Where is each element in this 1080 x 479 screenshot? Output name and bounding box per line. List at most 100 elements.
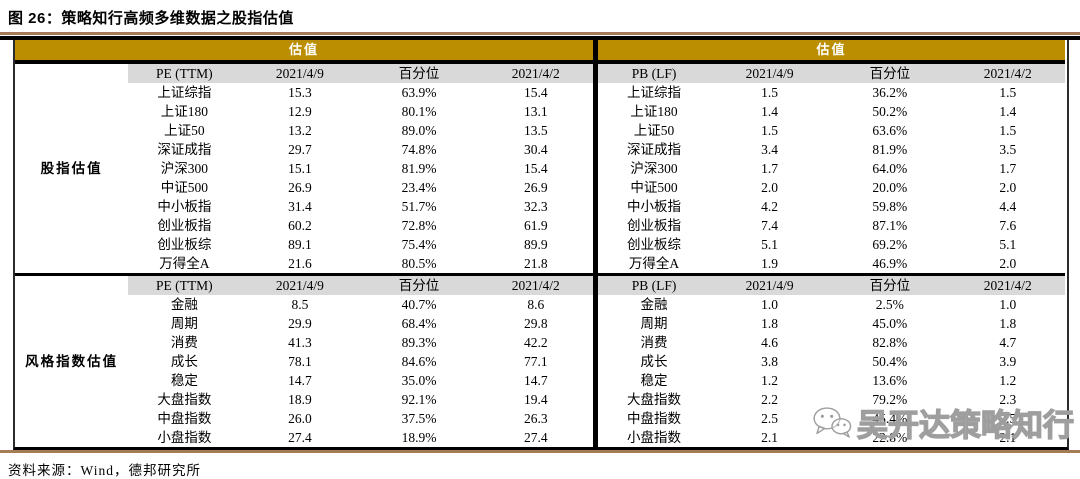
table-row: 沪深300 15.1 81.9% 15.4 <box>15 159 593 178</box>
column-header: PB (LF) <box>598 64 711 83</box>
row-name: 创业板指 <box>627 218 682 233</box>
row-name: 消费 <box>170 335 198 350</box>
value-cell: 27.4 <box>523 430 548 445</box>
row-name: 中证500 <box>630 180 678 195</box>
table-row: 中盘指数 26.0 37.5% 26.3 <box>15 409 593 428</box>
value-cell: 81.9% <box>401 161 437 176</box>
table-row: 金融 1.0 2.5% 1.0 <box>598 295 1065 314</box>
row-name: 沪深300 <box>630 161 678 176</box>
value-cell: 2.0 <box>999 180 1017 195</box>
row-name: 中盘指数 <box>157 411 212 426</box>
table-row: 成长 3.8 50.4% 3.9 <box>598 352 1065 371</box>
value-cell: 87.1% <box>872 218 908 233</box>
table-row: 上证180 12.9 80.1% 13.1 <box>15 102 593 121</box>
value-cell: 35.0% <box>401 373 437 388</box>
value-cell: 92.1% <box>401 392 437 407</box>
value-cell: 26.3 <box>523 411 548 426</box>
value-cell: 40.7% <box>401 297 437 312</box>
row-name: 万得全A <box>628 256 680 271</box>
row-name: 沪深300 <box>160 161 208 176</box>
table-row: 大盘指数 2.2 79.2% 2.3 <box>598 390 1065 409</box>
value-cell: 32.3 <box>523 199 548 214</box>
row-name: 大盘指数 <box>157 392 212 407</box>
group-label: 风格指数估值 <box>15 273 129 447</box>
value-cell: 13.1 <box>523 104 548 119</box>
row-name: 深证成指 <box>157 142 212 157</box>
value-cell: 26.9 <box>288 180 312 195</box>
column-header-row: 风格指数估值 PE (TTM) 2021/4/9 百分位 2021/4/2 <box>15 273 593 447</box>
figure-title: 图 26：策略知行高频多维数据之股指估值 <box>8 10 294 27</box>
value-cell: 36.2% <box>872 85 908 100</box>
value-cell: 77.1 <box>523 354 548 369</box>
value-cell: 23.4% <box>401 180 437 195</box>
value-cell: 89.0% <box>401 123 437 138</box>
value-cell: 1.5 <box>761 123 779 138</box>
top-rule-black <box>0 36 1080 40</box>
table-row: 上证50 13.2 89.0% 13.5 <box>15 121 593 140</box>
value-cell: 74.8% <box>401 142 437 157</box>
value-cell: 2.3 <box>999 392 1017 407</box>
value-cell: 7.4 <box>761 218 779 233</box>
value-cell: 42.2 <box>523 335 548 350</box>
value-cell: 8.5 <box>291 297 309 312</box>
value-cell: 1.8 <box>761 316 779 331</box>
value-cell: 3.9 <box>999 354 1017 369</box>
value-cell: 81.9% <box>872 142 908 157</box>
table-row: 创业板指 7.4 87.1% 7.6 <box>598 216 1065 235</box>
value-cell: 27.4 <box>288 430 312 445</box>
table-row: 万得全A 1.9 46.9% 2.0 <box>598 254 1065 275</box>
row-name: 成长 <box>170 354 198 369</box>
table-row: 消费 41.3 89.3% 42.2 <box>15 333 593 352</box>
value-cell: 89.3% <box>401 335 437 350</box>
value-cell: 79.2% <box>872 392 908 407</box>
column-header: 2021/4/2 <box>950 64 1065 83</box>
table-row: 周期 29.9 68.4% 29.8 <box>15 314 593 333</box>
value-cell: 45.4% <box>872 411 908 426</box>
value-cell: 5.1 <box>999 237 1017 252</box>
value-cell: 3.4 <box>761 142 779 157</box>
table-row: 上证综指 15.3 63.9% 15.4 <box>15 83 593 102</box>
value-cell: 14.7 <box>288 373 312 388</box>
value-cell: 2.5 <box>761 411 779 426</box>
value-cell: 78.1 <box>288 354 312 369</box>
value-cell: 15.1 <box>288 161 312 176</box>
column-header-row: PB (LF) 2021/4/9 百分位 2021/4/2 <box>598 273 1065 295</box>
value-cell: 15.3 <box>288 85 312 100</box>
value-cell: 82.8% <box>872 335 908 350</box>
row-name: 创业板综 <box>627 237 682 252</box>
value-cell: 50.2% <box>872 104 908 119</box>
table-row: 创业板指 60.2 72.8% 61.9 <box>15 216 593 235</box>
row-name: 上证180 <box>160 104 208 119</box>
value-cell: 63.9% <box>401 85 437 100</box>
table-row: 深证成指 3.4 81.9% 3.5 <box>598 140 1065 159</box>
table-row: 上证50 1.5 63.6% 1.5 <box>598 121 1065 140</box>
value-cell: 80.5% <box>401 256 437 271</box>
column-header: 2021/4/2 <box>478 64 593 83</box>
table-row: 创业板综 5.1 69.2% 5.1 <box>598 235 1065 254</box>
table-row: 中证500 2.0 20.0% 2.0 <box>598 178 1065 197</box>
value-cell: 80.1% <box>401 104 437 119</box>
source-note: 资料来源：Wind，德邦研究所 <box>8 463 201 478</box>
row-name: 大盘指数 <box>627 392 682 407</box>
table-row: 中证500 26.9 23.4% 26.9 <box>15 178 593 197</box>
row-name: 上证50 <box>164 123 205 138</box>
value-cell: 45.0% <box>872 316 908 331</box>
table-row: 小盘指数 2.1 22.8% 2.1 <box>598 428 1065 447</box>
value-cell: 50.4% <box>872 354 908 369</box>
table-row: 消费 4.6 82.8% 4.7 <box>598 333 1065 352</box>
value-cell: 2.1 <box>761 430 779 445</box>
table-row: 稳定 1.2 13.6% 1.2 <box>598 371 1065 390</box>
value-cell: 18.9 <box>288 392 312 407</box>
value-cell: 41.3 <box>288 335 312 350</box>
table-row: 上证180 1.4 50.2% 1.4 <box>598 102 1065 121</box>
column-header: 2021/4/9 <box>710 64 830 83</box>
table-row: 深证成指 29.7 74.8% 30.4 <box>15 140 593 159</box>
value-cell: 2.5% <box>875 297 904 312</box>
value-cell: 5.1 <box>761 237 779 252</box>
value-cell: 1.5 <box>761 85 779 100</box>
row-name: 上证180 <box>630 104 678 119</box>
value-cell: 68.4% <box>401 316 437 331</box>
value-cell: 72.8% <box>401 218 437 233</box>
row-name: 成长 <box>640 354 668 369</box>
table-row: 创业板综 89.1 75.4% 89.9 <box>15 235 593 254</box>
